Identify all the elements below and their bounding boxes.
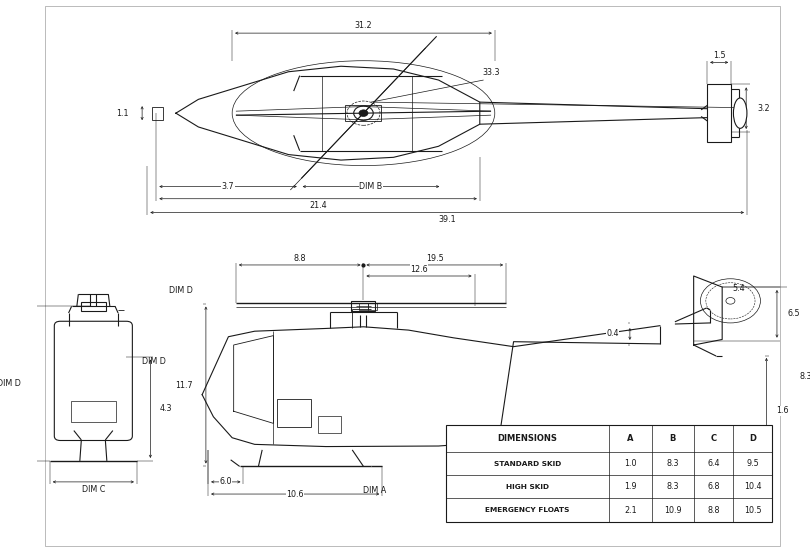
Text: 33.3: 33.3: [482, 68, 500, 77]
Text: 19.5: 19.5: [426, 254, 444, 263]
Text: 1.9: 1.9: [625, 482, 637, 491]
Text: EMERGENCY FLOATS: EMERGENCY FLOATS: [485, 507, 569, 513]
Bar: [277, 399, 311, 427]
Text: 10.5: 10.5: [744, 506, 761, 514]
Text: 0.4: 0.4: [606, 330, 619, 338]
Text: 6.5: 6.5: [787, 309, 800, 319]
Text: C: C: [710, 434, 717, 443]
Text: 1.1: 1.1: [116, 109, 129, 118]
Text: DIM D: DIM D: [142, 357, 166, 366]
Text: 1.0: 1.0: [625, 459, 637, 468]
Text: DIM A: DIM A: [364, 486, 386, 495]
Text: HIGH SKID: HIGH SKID: [506, 484, 549, 490]
Text: 9.5: 9.5: [747, 459, 759, 468]
Text: DIMENSIONS: DIMENSIONS: [497, 434, 557, 443]
Text: 6.4: 6.4: [707, 459, 720, 468]
Text: 8.3: 8.3: [667, 482, 679, 491]
Text: DIM B: DIM B: [360, 182, 382, 191]
Text: 6.8: 6.8: [707, 482, 720, 491]
Text: 2.1: 2.1: [625, 506, 637, 514]
Text: 10.4: 10.4: [744, 482, 761, 491]
Text: 1.6: 1.6: [776, 406, 789, 415]
Bar: [151, 107, 163, 120]
Bar: [352, 301, 376, 311]
Text: DIM D: DIM D: [0, 379, 21, 388]
Text: D: D: [749, 434, 757, 443]
Bar: [70, 401, 116, 422]
Text: 11.7: 11.7: [175, 380, 193, 390]
Bar: [368, 303, 377, 310]
Text: 12.6: 12.6: [410, 265, 428, 274]
Bar: [346, 105, 382, 121]
Text: 10.9: 10.9: [664, 506, 682, 514]
Bar: [318, 416, 341, 433]
Text: DIM D: DIM D: [168, 286, 193, 295]
Text: 8.3: 8.3: [667, 459, 679, 468]
Text: STANDARD SKID: STANDARD SKID: [494, 461, 561, 466]
Text: DIM C: DIM C: [82, 485, 105, 493]
Text: 6.0: 6.0: [220, 477, 232, 486]
Text: 31.2: 31.2: [355, 22, 373, 30]
Text: B: B: [670, 434, 676, 443]
Text: A: A: [627, 434, 633, 443]
Text: 3.7: 3.7: [222, 182, 234, 191]
Bar: [80, 302, 106, 311]
Text: 5.4: 5.4: [733, 284, 745, 293]
Text: 1.5: 1.5: [713, 51, 726, 60]
Circle shape: [359, 110, 368, 116]
Text: 8.8: 8.8: [293, 254, 306, 263]
Text: 8.8: 8.8: [707, 506, 720, 514]
Text: 3.2: 3.2: [757, 104, 770, 113]
Bar: [707, 84, 731, 142]
Text: 10.6: 10.6: [287, 490, 304, 498]
Text: 21.4: 21.4: [309, 201, 327, 210]
Text: 8.3: 8.3: [799, 372, 810, 381]
Text: 4.3: 4.3: [160, 404, 172, 413]
Bar: [359, 303, 368, 310]
Ellipse shape: [733, 98, 747, 128]
Text: 39.1: 39.1: [438, 215, 456, 224]
Bar: [446, 425, 773, 522]
